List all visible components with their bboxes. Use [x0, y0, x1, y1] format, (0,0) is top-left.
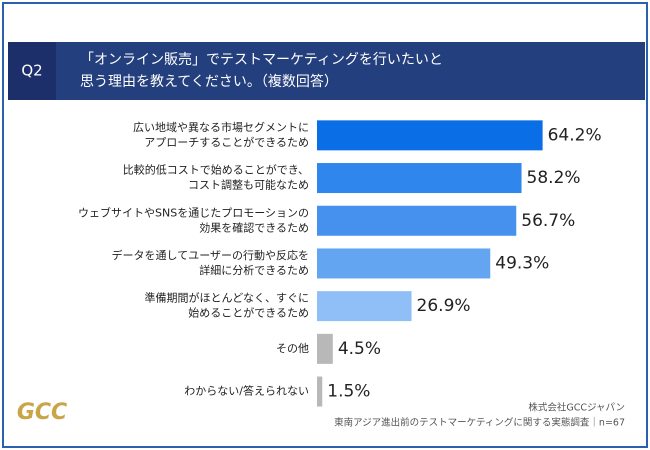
value-label: 56.7% [521, 211, 575, 231]
category-label: コスト調整も可能なため [188, 178, 309, 192]
source-line: 株式会社GCCジャパン [528, 402, 625, 414]
bar [317, 376, 323, 407]
category-label: その他 [276, 342, 309, 355]
bar [317, 163, 522, 194]
category-label: ウェブサイトやSNSを通じたプロモーションの [78, 205, 309, 219]
category-label: 始めることができるため [188, 306, 309, 320]
bar [317, 248, 491, 279]
category-label: 広い地域や異なる市場セグメントに [133, 120, 309, 134]
category-label: 効果を確認できるため [199, 220, 309, 234]
bar [317, 120, 543, 151]
value-label: 49.3% [495, 253, 549, 273]
value-label: 58.2% [527, 168, 581, 188]
value-label: 1.5% [327, 382, 370, 402]
source-line: 東南アジア進出前のテストマーケティングに関する実態調査｜n=67 [334, 417, 625, 429]
category-label: 詳細に分析できるため [199, 263, 309, 277]
logo: GCC [17, 400, 67, 425]
bar [317, 205, 517, 236]
bar [317, 291, 412, 322]
value-label: 64.2% [548, 125, 602, 145]
value-label: 26.9% [417, 296, 471, 316]
category-label: アプローチすることができるため [144, 135, 309, 149]
title-band [56, 42, 645, 100]
category-label: 準備期間がほとんどなく、すぐに [145, 291, 309, 305]
title-line: 思う理由を教えてください。（複数回答） [80, 73, 338, 90]
category-label: データを通してユーザーの行動や反応を [112, 248, 309, 262]
category-label: 比較的低コストで始めることができ、 [123, 163, 309, 177]
question-label: Q2 [21, 62, 42, 80]
value-label: 4.5% [338, 339, 381, 359]
category-label: わからない/答えられない [184, 384, 309, 398]
question-box [8, 42, 56, 100]
bar [317, 333, 333, 364]
title-line: 「オンライン販売」でテストマーケティングを行いたいと [80, 52, 443, 68]
